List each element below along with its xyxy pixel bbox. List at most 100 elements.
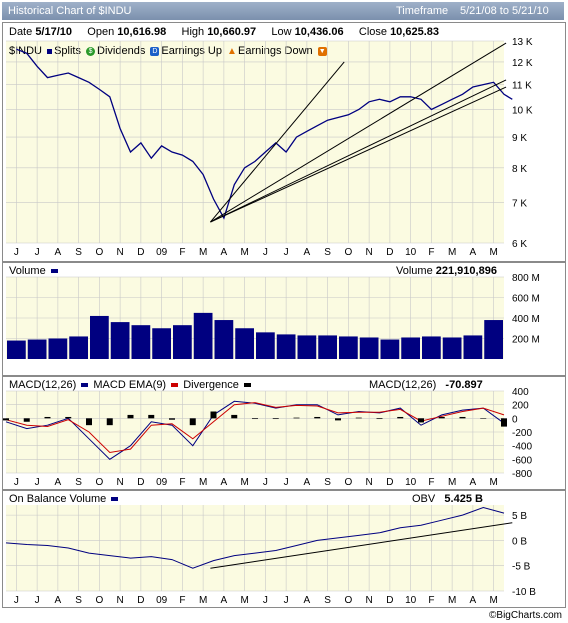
x-tick-label: D <box>137 247 144 258</box>
x-tick-label: M <box>448 247 456 258</box>
footer-credit: ©BigCharts.com <box>489 610 562 621</box>
trend-line <box>210 42 507 223</box>
macd-panel: MACD(12,26) MACD EMA(9) Divergence MACD(… <box>2 376 566 490</box>
earnings-up-legend-icon: D <box>150 46 160 56</box>
divergence-bar <box>438 416 445 419</box>
volume-bar <box>152 328 171 359</box>
x-tick-label: O <box>95 247 103 258</box>
divergence-bar <box>3 418 9 421</box>
volume-bar <box>422 336 441 359</box>
x-tick-label: M <box>448 477 456 488</box>
x-tick-label: N <box>366 477 373 488</box>
chart-title-bar: Historical Chart of $INDU Timeframe 5/21… <box>2 2 564 20</box>
volume-bar <box>256 332 275 359</box>
y-tick-label: 200 <box>512 401 529 412</box>
x-tick-label: 09 <box>156 595 168 606</box>
volume-bar <box>297 335 317 359</box>
macd-legend: MACD(12,26) MACD EMA(9) Divergence <box>9 379 253 391</box>
y-tick-label: -800 <box>512 469 532 480</box>
volume-bar <box>131 325 151 359</box>
earnings-down-legend-icon: ▼ <box>317 46 327 56</box>
divergence-bar <box>480 418 487 419</box>
x-tick-label: F <box>179 247 185 258</box>
divergence-bar <box>231 414 238 419</box>
x-tick-label: J <box>14 247 19 258</box>
x-tick-label: S <box>324 247 331 258</box>
x-tick-label: J <box>35 247 40 258</box>
x-tick-label: J <box>284 477 289 488</box>
y-tick-label: -400 <box>512 442 532 453</box>
volume-bar <box>27 339 47 359</box>
divergence-bar <box>314 416 321 419</box>
x-tick-label: 10 <box>405 247 417 258</box>
x-tick-label: A <box>304 477 311 488</box>
divergence-bar <box>148 414 155 419</box>
x-tick-label: S <box>75 477 82 488</box>
obv-trend-line <box>210 522 513 569</box>
x-tick-label: A <box>55 477 62 488</box>
x-tick-label: 10 <box>405 477 417 488</box>
price-plot-area <box>6 41 504 243</box>
x-tick-label: A <box>470 595 477 606</box>
volume-bar <box>380 339 400 359</box>
y-tick-label: 800 M <box>512 273 540 284</box>
x-tick-label: J <box>14 595 19 606</box>
trend-line <box>210 86 507 223</box>
x-tick-label: J <box>284 247 289 258</box>
volume-chart-svg: 800 M 600 M 400 M 200 M <box>6 273 540 359</box>
x-tick-label: D <box>386 247 393 258</box>
y-tick-label: 400 <box>512 387 529 398</box>
volume-bar <box>339 336 358 359</box>
x-tick-label: N <box>117 477 124 488</box>
divergence-bar <box>355 417 362 419</box>
y-tick-label: 5 B <box>512 511 527 522</box>
x-tick-label: F <box>428 477 434 488</box>
x-tick-label: O <box>344 247 352 258</box>
volume-bar <box>69 336 88 359</box>
y-tick-label: 12 K <box>512 58 533 69</box>
x-tick-label: M <box>199 247 207 258</box>
divergence-bar <box>210 411 217 419</box>
volume-bar <box>463 335 483 359</box>
x-tick-label: N <box>366 595 373 606</box>
volume-bar <box>276 334 296 359</box>
y-tick-label: 8 K <box>512 164 527 175</box>
x-tick-label: S <box>75 247 82 258</box>
x-tick-label: A <box>221 595 228 606</box>
divergence-bar <box>272 418 279 420</box>
divergence-bar <box>65 416 72 419</box>
x-tick-label: D <box>137 477 144 488</box>
obv-chart-svg: J J A S O N D 09 F M A M J J A S O N D 10 F M A M 5 B 0 B -5 B -10 … <box>5 505 536 606</box>
obv-line <box>5 506 505 569</box>
price-legend: $INDU Splits $ Dividends D Earnings Up ▲Ea… <box>9 45 327 57</box>
volume-legend: Volume <box>9 265 60 277</box>
y-tick-label: 13 K <box>512 37 533 48</box>
divergence-bar <box>501 418 507 427</box>
x-tick-label: S <box>324 477 331 488</box>
x-tick-label: N <box>366 247 373 258</box>
divergence-bar <box>169 418 175 420</box>
x-tick-label: M <box>240 595 248 606</box>
y-tick-label: -200 <box>512 428 532 439</box>
x-tick-label: J <box>284 595 289 606</box>
timeframe-label[interactable]: Timeframe <box>396 5 449 17</box>
timeframe-range: 5/21/08 to 5/21/10 <box>460 5 549 17</box>
y-tick-label: -5 B <box>512 562 531 573</box>
x-tick-label: O <box>95 595 103 606</box>
volume-bar <box>359 337 379 359</box>
volume-bar <box>193 312 213 359</box>
x-tick-label: A <box>221 247 228 258</box>
x-tick-label: O <box>95 477 103 488</box>
x-tick-label: N <box>117 247 124 258</box>
y-tick-label: 6 K <box>512 239 527 250</box>
y-tick-label: 600 M <box>512 294 540 305</box>
x-tick-label: F <box>428 247 434 258</box>
trend-line <box>210 79 507 223</box>
divergence-bar <box>459 416 466 419</box>
x-tick-label: S <box>75 595 82 606</box>
x-tick-label: A <box>55 595 62 606</box>
x-tick-label: M <box>240 477 248 488</box>
obv-value: OBV 5.425 B <box>412 493 483 505</box>
x-tick-label: 09 <box>156 247 168 258</box>
obv-legend: On Balance Volume <box>9 493 120 505</box>
